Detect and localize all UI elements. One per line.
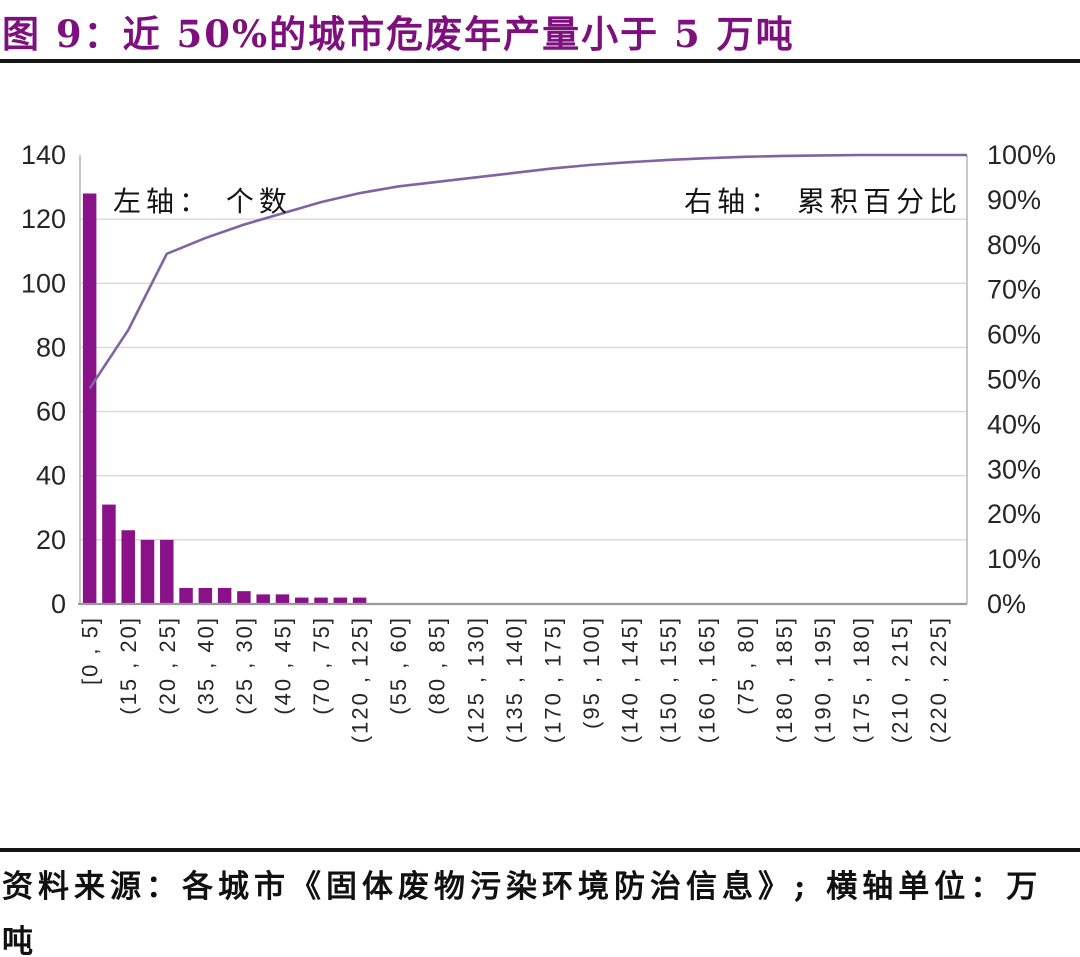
left-axis-tick-label: 60	[36, 397, 66, 427]
right-axis-tick-label: 0%	[987, 589, 1026, 619]
x-axis-tick-label: (140 , 145]	[618, 616, 643, 743]
x-axis-tick-label: (210 , 215]	[888, 616, 913, 743]
bar	[198, 587, 213, 604]
left-axis-tick-label: 140	[21, 140, 66, 170]
left-axis-note: 左轴： 个数	[113, 185, 292, 218]
bar	[179, 587, 193, 604]
x-axis-tick-label: (15 , 20]	[116, 616, 141, 715]
bar	[275, 594, 290, 604]
x-axis-tick-label: (25 , 30]	[232, 616, 257, 715]
left-axis-tick-label: 20	[36, 525, 66, 555]
bar	[82, 193, 97, 604]
right-axis-tick-label: 50%	[987, 365, 1041, 395]
x-axis-tick-label: (40 , 45]	[270, 616, 295, 715]
cumulative-line	[88, 153, 967, 390]
x-axis-tick-label: (20 , 25]	[155, 616, 180, 715]
bar	[256, 594, 270, 604]
right-axis-tick-label: 100%	[987, 140, 1056, 170]
x-axis-tick-label: (75 , 80]	[733, 616, 758, 715]
x-axis-tick-label: [0 , 5]	[78, 616, 103, 685]
left-axis-tick-label: 120	[21, 204, 66, 234]
x-axis-tick-label: (170 , 175]	[540, 616, 565, 743]
right-axis-tick-label: 30%	[987, 454, 1041, 484]
right-axis-note: 右轴： 累积百分比	[684, 185, 962, 218]
x-axis-tick-label: (125 , 130]	[463, 616, 488, 743]
title-divider-rule	[0, 59, 1080, 63]
right-axis-tick-label: 10%	[987, 544, 1041, 574]
x-axis-tick-label: (135 , 140]	[502, 616, 527, 743]
x-axis-tick-label: (180 , 185]	[772, 616, 797, 743]
left-axis-tick-label: 80	[36, 332, 66, 362]
bar	[314, 597, 328, 604]
x-axis-tick-label: (120 , 125]	[348, 616, 373, 743]
bar	[352, 597, 367, 604]
x-axis-tick-label: (70 , 75]	[309, 616, 334, 715]
x-axis-tick-label: (80 , 85]	[425, 616, 450, 715]
left-axis-tick-label: 40	[36, 461, 66, 491]
pareto-chart: 0 20 40 60 80 100 120 140 0% 10% 20% 30% 40% 50% 60% 70…	[21, 140, 1056, 743]
x-axis-tick-label: (35 , 40]	[193, 616, 218, 715]
right-axis-tick-label: 80%	[987, 230, 1041, 260]
bar	[160, 539, 174, 604]
bar	[102, 504, 116, 604]
x-axis-tick-label: (150 , 155]	[656, 616, 681, 743]
bar	[140, 539, 155, 604]
bar	[217, 587, 232, 604]
right-axis-tick-label: 20%	[987, 499, 1041, 529]
x-axis-tick-label: (175 , 180]	[849, 616, 874, 743]
left-axis-tick-label: 100	[21, 268, 66, 298]
bar	[237, 591, 251, 604]
right-axis-tick-label: 60%	[987, 320, 1041, 350]
x-axis-tick-label: (220 , 225]	[926, 616, 951, 743]
right-axis-tick-label: 40%	[987, 409, 1041, 439]
x-axis-tick-label: (160 , 165]	[695, 616, 720, 743]
source-note: 资料来源：各城市《固体废物污染环境防治信息》; 横轴单位：万吨	[2, 869, 1043, 957]
right-axis-tick-label: 70%	[987, 275, 1041, 305]
figure-title: 图 9：近 50%的城市危废年产量小于 5 万吨	[2, 12, 795, 56]
right-axis-tick-label: 90%	[987, 185, 1041, 215]
x-axis-tick-label: (55 , 60]	[386, 616, 411, 715]
bar	[333, 597, 348, 604]
left-axis-tick-label: 0	[51, 589, 66, 619]
x-axis-tick-label: (190 , 195]	[810, 616, 835, 743]
source-divider-rule	[0, 848, 1080, 852]
x-axis-tick-label: (95 , 100]	[579, 616, 604, 729]
bar	[295, 597, 309, 604]
bar	[121, 530, 135, 604]
